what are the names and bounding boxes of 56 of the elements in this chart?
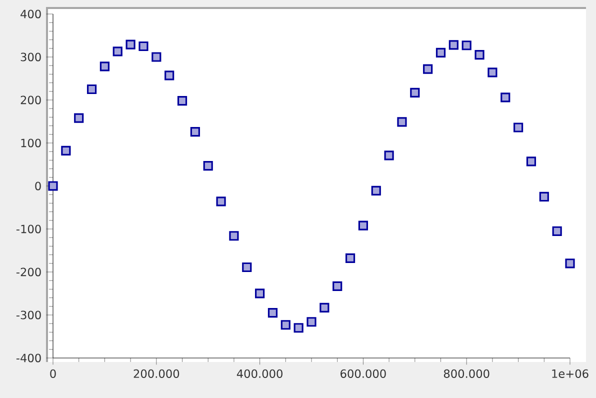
point [552, 226, 562, 236]
x-tick-label: 200.000 [134, 369, 180, 378]
point [255, 288, 265, 298]
x-tick-label: 0 [50, 369, 56, 378]
point [112, 46, 122, 56]
point [61, 146, 71, 156]
point [100, 62, 110, 72]
point [488, 68, 498, 78]
point [177, 96, 188, 106]
point [242, 262, 252, 272]
point [526, 156, 536, 166]
point [229, 231, 239, 241]
point [539, 192, 549, 202]
point [320, 302, 330, 312]
point [280, 320, 290, 330]
y-tick-label: 400 [20, 10, 41, 18]
y-tick-label: 100 [21, 138, 41, 148]
point [164, 70, 174, 80]
y-tick-label: -300 [16, 310, 41, 320]
point [203, 160, 213, 171]
point [410, 88, 420, 98]
point [152, 52, 162, 62]
point [397, 117, 407, 127]
point [126, 40, 136, 50]
x-tick-label: 600.000 [340, 369, 386, 378]
point [74, 113, 84, 123]
y-tick-label: -400 [16, 354, 41, 362]
y-tick-label: -200 [16, 268, 41, 276]
point [565, 258, 575, 268]
point [358, 220, 368, 230]
point [371, 186, 381, 196]
point [138, 41, 148, 52]
point [436, 48, 446, 58]
point [345, 253, 356, 264]
point [294, 323, 304, 333]
point [423, 64, 433, 74]
point [384, 150, 394, 160]
point [514, 122, 524, 132]
point [474, 50, 484, 60]
x-tick-label: 400.000 [236, 369, 282, 378]
point [190, 127, 200, 137]
point [462, 40, 472, 50]
point [448, 40, 458, 50]
point [216, 196, 226, 206]
y-tick-label: 300 [20, 52, 41, 62]
y-tick-label: -100 [16, 224, 41, 234]
point [306, 317, 316, 327]
point [268, 308, 278, 318]
y-tick-label: 0 [35, 182, 41, 190]
x-tick-label: 1e+06 [552, 369, 588, 378]
point [86, 84, 97, 94]
point [48, 181, 58, 191]
point [332, 281, 342, 291]
x-tick-label: 800.000 [444, 369, 490, 378]
point [500, 92, 510, 102]
y-tick-label: 200 [20, 96, 41, 104]
